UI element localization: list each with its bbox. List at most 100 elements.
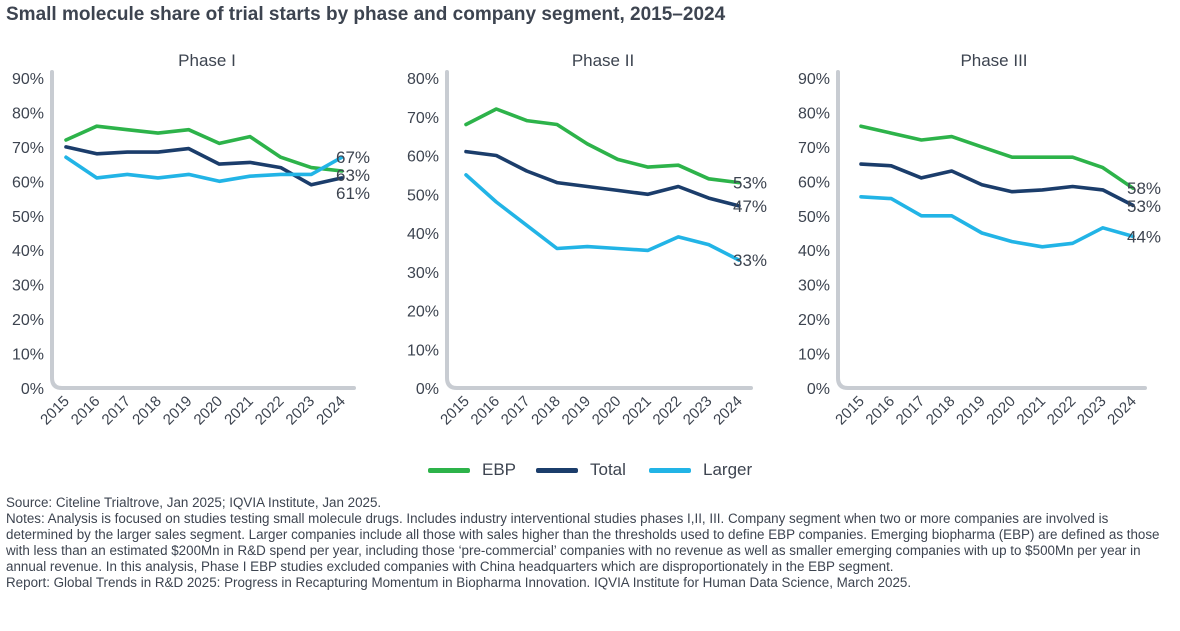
series-line-ebp: [859, 124, 1135, 190]
axis-frame: [50, 70, 356, 390]
end-label-larger: 44%: [1127, 227, 1161, 246]
end-label-total: 61%: [336, 184, 370, 203]
x-tick-label: 2018: [528, 393, 564, 429]
legend-item-larger: Larger: [649, 456, 752, 484]
report-note: Report: Global Trends in R&D 2025: Progr…: [6, 575, 912, 590]
series-line-larger: [464, 173, 741, 262]
y-tick-label: 70%: [12, 140, 44, 157]
y-tick-label: 0%: [416, 381, 439, 398]
panel-title: Phase II: [572, 51, 634, 70]
x-tick-label: 2024: [1104, 393, 1140, 429]
x-tick-label: 2017: [498, 393, 534, 429]
end-label-ebp: 58%: [1127, 179, 1161, 198]
y-tick-label: 50%: [798, 209, 830, 226]
series-line-larger: [64, 155, 344, 184]
axis-frame: [445, 70, 753, 390]
x-tick-label: 2017: [99, 393, 135, 429]
y-tick-label: 50%: [12, 209, 44, 226]
end-label-total: 47%: [733, 197, 767, 216]
y-tick-label: 0%: [21, 381, 44, 398]
y-tick-label: 40%: [407, 226, 439, 243]
x-tick-label: 2020: [983, 393, 1019, 429]
legend-swatch-ebp: [428, 467, 470, 473]
y-tick-label: 40%: [12, 243, 44, 260]
x-tick-label: 2017: [893, 393, 929, 429]
x-tick-label: 2015: [37, 393, 73, 429]
legend-label-larger: Larger: [703, 460, 753, 479]
series-line-larger: [859, 195, 1135, 249]
charts-area: Phase I 0% 10% 20% 30% 40% 50% 60% 70% 80% 90% 2015…: [12, 51, 1161, 429]
series-line-total: [464, 149, 741, 208]
y-tick-label: 70%: [407, 110, 439, 127]
x-tick-label: 2022: [650, 393, 686, 429]
end-label-larger: 33%: [733, 251, 767, 270]
legend-label-total: Total: [590, 460, 626, 479]
y-tick-label: 0%: [807, 381, 830, 398]
x-tick-label: 2021: [221, 393, 257, 429]
x-tick-label: 2016: [468, 393, 504, 429]
x-tick-label: 2019: [953, 393, 989, 429]
end-label-ebp: 63%: [336, 166, 370, 185]
x-tick-label: 2021: [1014, 393, 1050, 429]
chart-panel-3: Phase III 0% 10% 20% 30% 40% 50% 60% 70% 80% 90% 20…: [798, 51, 1161, 428]
y-tick-label: 90%: [12, 71, 44, 88]
chart-panel-1: Phase I 0% 10% 20% 30% 40% 50% 60% 70% 80% 90% 2015…: [12, 51, 370, 428]
page-title: Small molecule share of trial starts by …: [6, 4, 726, 25]
legend-swatch-larger: [649, 467, 691, 473]
axis-frame: [836, 70, 1147, 390]
series-line-ebp: [64, 124, 344, 173]
y-tick-label: 50%: [407, 187, 439, 204]
x-tick-label: 2016: [862, 393, 898, 429]
x-tick-label: 2023: [1074, 393, 1110, 429]
y-tick-label: 60%: [12, 174, 44, 191]
x-tick-label: 2023: [680, 393, 716, 429]
legend: EBP Total Larger: [0, 456, 1180, 484]
x-tick-label: 2019: [559, 393, 595, 429]
legend-item-ebp: EBP: [428, 456, 516, 484]
y-tick-label: 60%: [798, 174, 830, 191]
y-tick-label: 90%: [798, 71, 830, 88]
x-tick-label: 2023: [283, 393, 319, 429]
y-tick-label: 80%: [798, 105, 830, 122]
panel-title: Phase I: [178, 51, 236, 70]
notes-text: Notes: Analysis is focused on studies te…: [6, 511, 1160, 574]
panel-title: Phase III: [960, 51, 1027, 70]
end-label-total: 53%: [1127, 197, 1161, 216]
y-tick-label: 10%: [798, 347, 830, 364]
x-tick-label: 2021: [619, 393, 655, 429]
y-tick-label: 10%: [12, 347, 44, 364]
footnotes: Source: Citeline Trialtrove, Jan 2025; I…: [6, 495, 1174, 591]
y-tick-label: 20%: [798, 312, 830, 329]
legend-item-total: Total: [536, 456, 626, 484]
x-tick-label: 2018: [129, 393, 165, 429]
y-tick-label: 20%: [12, 312, 44, 329]
y-tick-label: 30%: [12, 278, 44, 295]
y-tick-label: 80%: [12, 105, 44, 122]
x-tick-label: 2020: [191, 393, 227, 429]
x-tick-label: 2019: [160, 393, 196, 429]
y-tick-label: 70%: [798, 140, 830, 157]
x-tick-label: 2015: [832, 393, 868, 429]
y-tick-label: 10%: [407, 342, 439, 359]
x-tick-label: 2022: [1044, 393, 1080, 429]
series-line-total: [859, 162, 1135, 208]
legend-label-ebp: EBP: [482, 460, 517, 479]
x-tick-label: 2024: [710, 393, 746, 429]
x-tick-label: 2016: [68, 393, 104, 429]
x-tick-label: 2018: [923, 393, 959, 429]
end-label-ebp: 53%: [733, 174, 767, 193]
x-tick-label: 2015: [437, 393, 473, 429]
series-line-total: [64, 145, 344, 187]
x-tick-label: 2020: [589, 393, 625, 429]
source-note: Source: Citeline Trialtrove, Jan 2025; I…: [6, 495, 382, 510]
legend-swatch-total: [536, 467, 578, 473]
y-tick-label: 20%: [407, 304, 439, 321]
end-label-larger: 67%: [336, 148, 370, 167]
y-tick-label: 40%: [798, 243, 830, 260]
series-line-ebp: [464, 107, 741, 185]
x-tick-label: 2024: [313, 393, 349, 429]
y-tick-label: 60%: [407, 149, 439, 166]
y-tick-label: 80%: [407, 71, 439, 88]
x-tick-label: 2022: [252, 393, 288, 429]
y-tick-label: 30%: [407, 265, 439, 282]
